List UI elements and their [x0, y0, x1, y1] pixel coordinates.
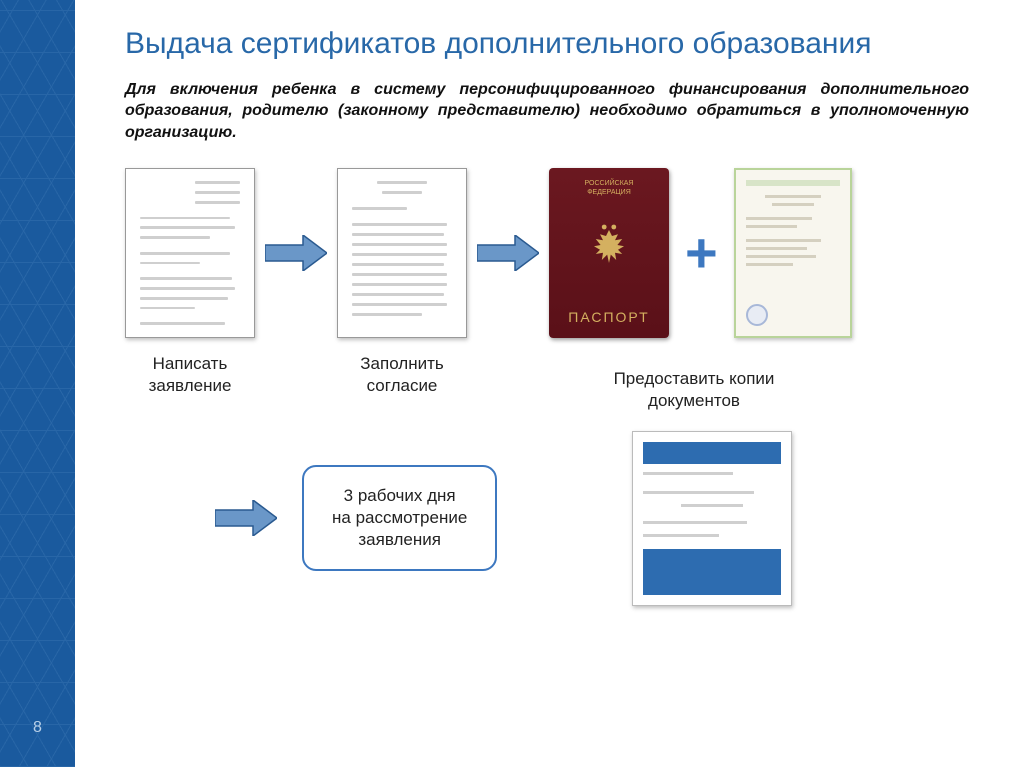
content: Выдача сертификатов дополнительного обра…: [75, 0, 1024, 767]
step-1-label: Написать заявление: [125, 353, 255, 396]
hex-pattern: [0, 0, 75, 767]
passport-icon: РОССИЙСКАЯ ФЕДЕРАЦИЯ ПАСПОРТ: [549, 168, 669, 338]
application-doc-icon: [125, 168, 255, 338]
review-box: 3 рабочих дня на рассмотрение заявления: [302, 465, 497, 571]
step-3-label: Предоставить копии документов: [539, 368, 849, 411]
result-certificate-icon: [632, 431, 792, 606]
arrow-icon: [477, 235, 539, 271]
arrow-icon: [215, 500, 277, 536]
passport-bottom-text: ПАСПОРТ: [568, 309, 649, 326]
consent-doc-icon: [337, 168, 467, 338]
plus-icon: +: [685, 225, 718, 281]
page-number: 8: [33, 719, 42, 737]
intro-text: Для включения ребенка в систему персониф…: [125, 79, 969, 144]
birth-certificate-icon: [734, 168, 852, 338]
process-row-1: РОССИЙСКАЯ ФЕДЕРАЦИЯ ПАСПОРТ +: [125, 168, 969, 411]
eagle-icon: [579, 197, 639, 305]
arrow-icon: [265, 235, 327, 271]
process-row-2: 3 рабочих дня на рассмотрение заявления: [125, 431, 969, 606]
sidebar: 8: [0, 0, 75, 767]
page-title: Выдача сертификатов дополнительного обра…: [125, 25, 969, 63]
step-2-label: Заполнить согласие: [337, 353, 467, 396]
passport-top-text: РОССИЙСКАЯ ФЕДЕРАЦИЯ: [585, 180, 634, 197]
